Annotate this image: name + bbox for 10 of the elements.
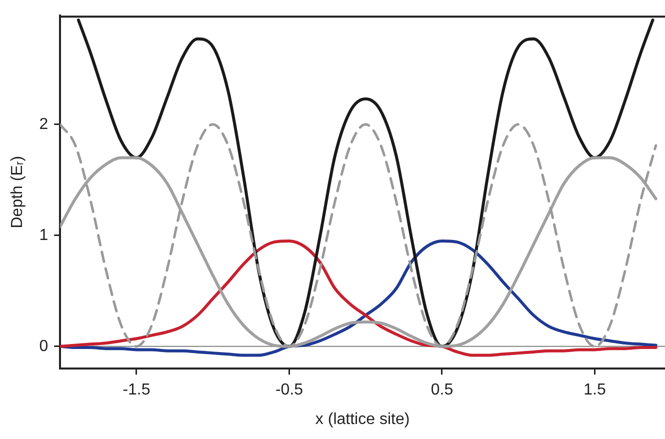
- x-tick-label: -0.5: [275, 382, 304, 399]
- x-tick-label: 0.5: [430, 382, 454, 399]
- y-tick-label: 2: [39, 116, 48, 133]
- y-tick-label: 0: [39, 338, 48, 355]
- y-tick-label: 1: [39, 226, 48, 244]
- line-series: [60, 239, 658, 357]
- x-axis-title: x (lattice site): [315, 410, 410, 428]
- y-axis-title: Depth (Eᵣ): [9, 156, 26, 228]
- x-tick-label: -1.5: [122, 382, 150, 399]
- x-tick-label: 1.5: [584, 382, 606, 399]
